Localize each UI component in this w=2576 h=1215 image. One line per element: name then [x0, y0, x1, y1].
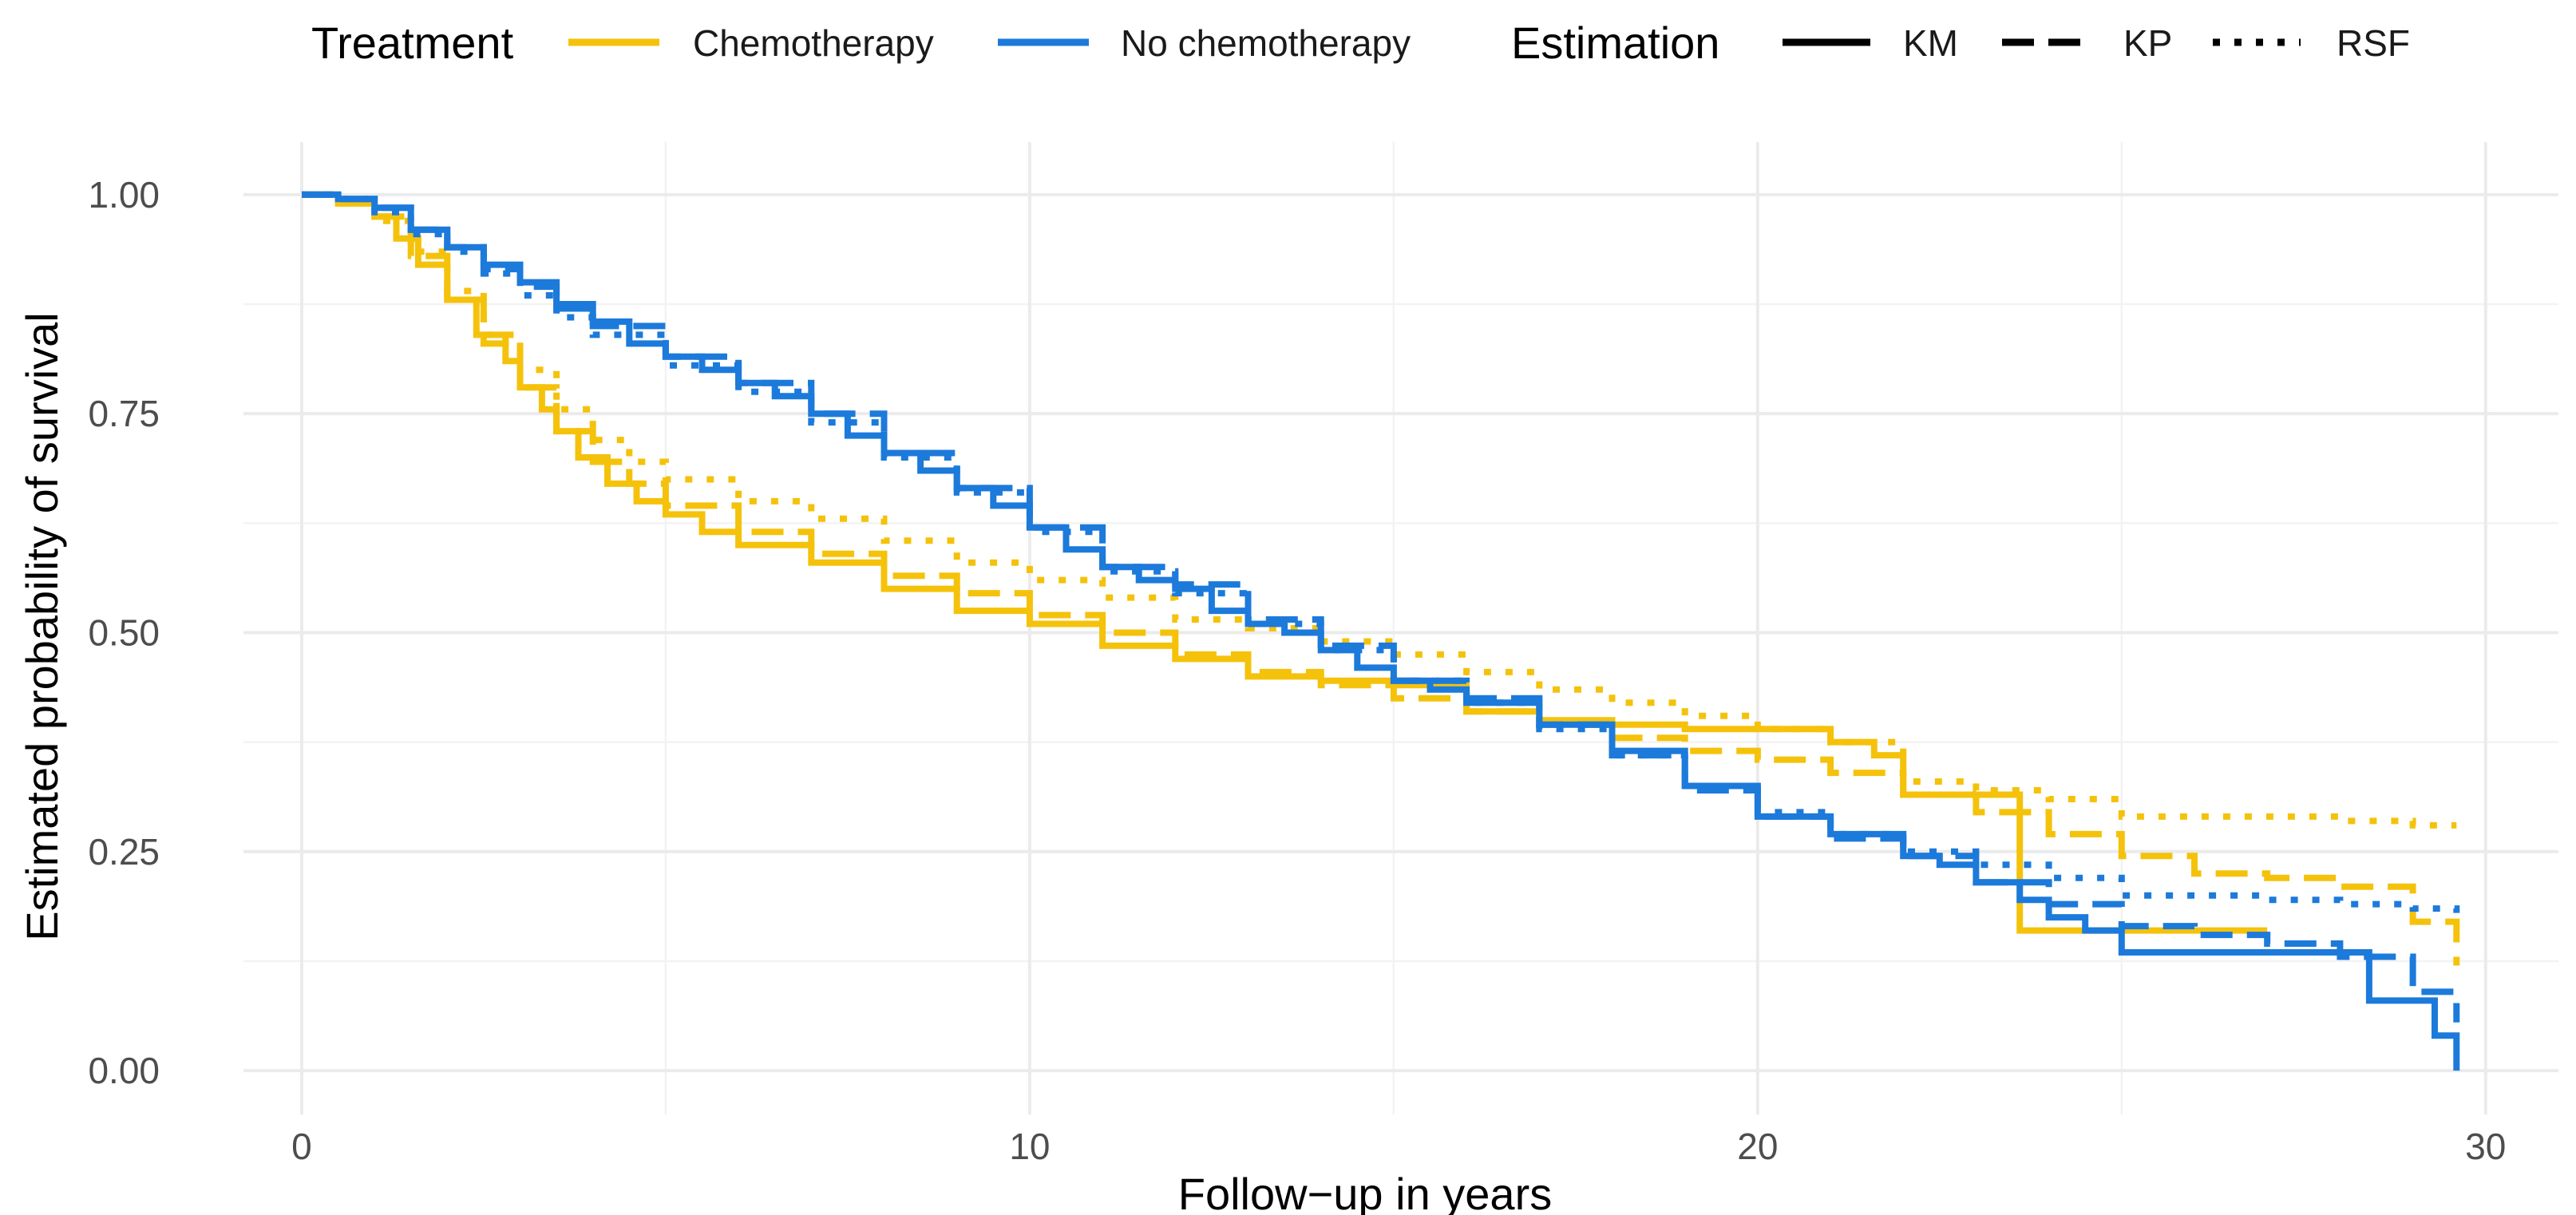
survival-curves [302, 191, 2460, 1071]
y-axis-ticks: 0.00 0.25 0.50 0.75 1.00 [88, 174, 160, 1091]
x-tick-label: 0 [291, 1126, 312, 1167]
y-tick-label: 0.50 [88, 611, 160, 653]
legend-label-kp: KP [2123, 22, 2172, 64]
curve-no-chemotherapy-rsf [302, 191, 2460, 913]
legend-label-km: KM [1903, 22, 1958, 64]
x-tick-label: 20 [1737, 1126, 1778, 1167]
y-tick-label: 0.75 [88, 393, 160, 434]
x-axis-title: Follow−up in years [1178, 1169, 1552, 1215]
y-tick-label: 0.25 [88, 831, 160, 873]
legend-title-estimation: Estimation [1511, 18, 1719, 68]
x-tick-label: 30 [2465, 1126, 2506, 1167]
legend-label-no-chemotherapy: No chemotherapy [1121, 22, 1411, 64]
y-tick-label: 0.00 [88, 1050, 160, 1091]
legend: Treatment Chemotherapy No chemotherapy E… [311, 18, 2410, 68]
curve-no-chemotherapy-kp [302, 191, 2460, 1023]
curve-chemotherapy-km [302, 191, 2268, 934]
x-tick-label: 10 [1009, 1126, 1050, 1167]
curve-no-chemotherapy-km [302, 191, 2460, 1071]
curve-chemotherapy-rsf [302, 191, 2457, 829]
x-axis-ticks: 0 10 20 30 [291, 1126, 2506, 1167]
legend-label-chemotherapy: Chemotherapy [693, 22, 934, 64]
y-tick-label: 1.00 [88, 174, 160, 216]
legend-label-rsf: RSF [2337, 22, 2410, 64]
y-axis-title: Estimated probability of survival [17, 312, 67, 940]
grid [243, 142, 2558, 1114]
legend-title-treatment: Treatment [311, 18, 514, 68]
